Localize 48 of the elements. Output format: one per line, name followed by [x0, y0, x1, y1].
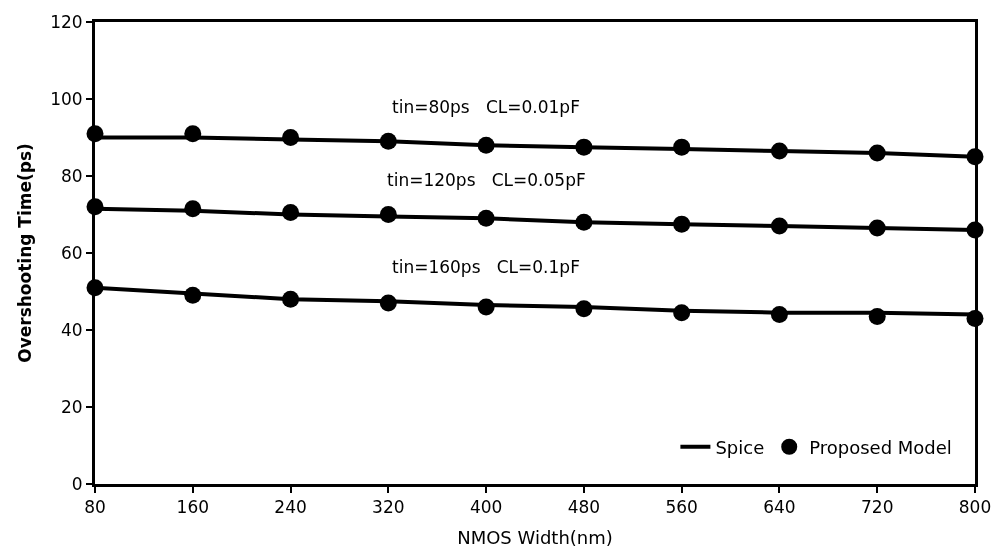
point — [673, 138, 691, 156]
x-tick-label: 320 — [372, 497, 405, 518]
y-tick-label: 20 — [60, 396, 83, 417]
annotation: tin=160ps CL=0.1pF — [392, 257, 580, 277]
legend-label: Proposed Model — [809, 436, 952, 458]
point — [379, 132, 397, 150]
point — [477, 298, 495, 316]
y-tick-label: 120 — [50, 11, 83, 32]
y-tick-label: 80 — [60, 165, 83, 186]
point — [868, 219, 886, 237]
y-tick-label: 0 — [71, 473, 83, 494]
point — [575, 213, 593, 231]
point — [770, 142, 788, 160]
y-tick-label: 100 — [50, 88, 83, 109]
point — [868, 144, 886, 162]
x-tick-label: 80 — [84, 497, 106, 518]
x-tick-label: 240 — [274, 497, 307, 518]
legend-label: Spice — [715, 436, 765, 458]
point — [379, 294, 397, 312]
point — [575, 138, 593, 156]
x-tick-label: 480 — [567, 497, 601, 518]
y-tick-label: 40 — [60, 319, 83, 340]
x-tick-label: 720 — [860, 497, 894, 518]
point — [868, 308, 886, 326]
annotation: tin=120ps CL=0.05pF — [387, 170, 586, 190]
x-tick-label: 560 — [665, 497, 698, 518]
x-tick-label: 640 — [763, 497, 796, 518]
point — [184, 286, 202, 304]
y-axis-title: Overshooting Time(ps) — [14, 143, 35, 363]
point — [477, 209, 495, 227]
point — [184, 125, 202, 143]
point — [477, 136, 495, 154]
point — [770, 306, 788, 324]
x-tick-label: 800 — [958, 497, 992, 518]
annotation: tin=80ps CL=0.01pF — [392, 97, 580, 117]
point — [673, 304, 691, 322]
x-axis-title: NMOS Width(nm) — [457, 526, 613, 548]
point — [282, 129, 300, 146]
point — [575, 300, 593, 318]
point — [673, 215, 691, 233]
x-tick-label: 160 — [176, 497, 210, 518]
y-tick-label: 60 — [60, 242, 83, 263]
point — [770, 217, 788, 235]
point — [379, 206, 397, 223]
x-tick-label: 400 — [469, 497, 503, 518]
point — [184, 200, 202, 218]
point — [282, 204, 300, 222]
point — [282, 290, 300, 308]
